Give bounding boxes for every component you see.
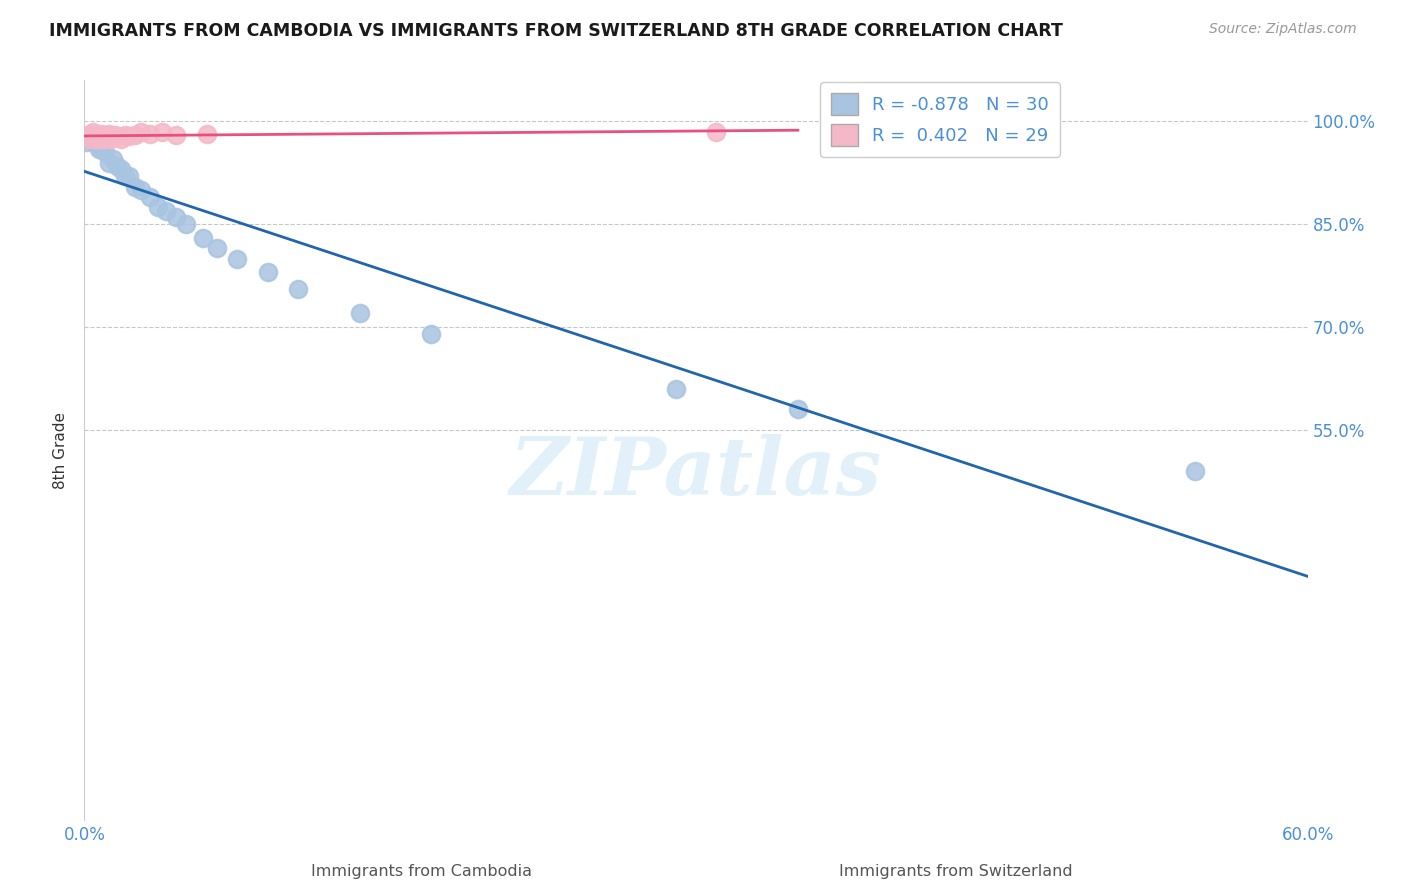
Point bbox=[75, 129, 97, 144]
Point bbox=[118, 169, 141, 184]
Point bbox=[138, 190, 160, 204]
Point bbox=[97, 127, 120, 141]
Point bbox=[191, 231, 214, 245]
Point bbox=[110, 162, 132, 177]
Point bbox=[86, 129, 108, 144]
Y-axis label: 8th Grade: 8th Grade bbox=[53, 412, 69, 489]
Point bbox=[101, 152, 124, 166]
Point bbox=[79, 131, 101, 145]
Text: ZIPatlas: ZIPatlas bbox=[510, 434, 882, 511]
Point bbox=[82, 131, 104, 145]
Point bbox=[90, 127, 112, 141]
Point bbox=[90, 142, 112, 156]
Point bbox=[105, 159, 128, 173]
Point bbox=[79, 127, 101, 141]
Point bbox=[110, 131, 132, 145]
Point bbox=[87, 131, 110, 145]
Text: IMMIGRANTS FROM CAMBODIA VS IMMIGRANTS FROM SWITZERLAND 8TH GRADE CORRELATION CH: IMMIGRANTS FROM CAMBODIA VS IMMIGRANTS F… bbox=[49, 22, 1063, 40]
Text: Immigrants from Switzerland: Immigrants from Switzerland bbox=[839, 863, 1073, 879]
Point bbox=[174, 217, 197, 231]
Point bbox=[82, 125, 104, 139]
Point bbox=[104, 128, 127, 142]
Point bbox=[665, 382, 688, 396]
Point bbox=[287, 282, 309, 296]
Point bbox=[96, 129, 118, 144]
Point bbox=[97, 155, 120, 169]
Point bbox=[77, 131, 100, 145]
Point bbox=[90, 129, 112, 144]
Point bbox=[105, 129, 128, 144]
Point bbox=[146, 200, 169, 214]
Point bbox=[205, 241, 228, 255]
Point bbox=[165, 128, 187, 142]
Point bbox=[124, 128, 146, 142]
Point bbox=[124, 179, 146, 194]
Point bbox=[706, 125, 728, 139]
Text: Source: ZipAtlas.com: Source: ZipAtlas.com bbox=[1209, 22, 1357, 37]
Point bbox=[787, 402, 810, 417]
Point bbox=[226, 252, 249, 266]
Point bbox=[195, 127, 218, 141]
Point bbox=[165, 211, 187, 225]
Point bbox=[1184, 464, 1206, 478]
Point bbox=[131, 125, 153, 139]
Point bbox=[75, 135, 97, 149]
Point bbox=[83, 136, 105, 151]
Point bbox=[150, 125, 173, 139]
Point bbox=[93, 131, 115, 145]
Point bbox=[155, 203, 177, 218]
Point bbox=[87, 142, 110, 156]
Legend: R = -0.878   N = 30, R =  0.402   N = 29: R = -0.878 N = 30, R = 0.402 N = 29 bbox=[820, 82, 1060, 157]
Point bbox=[79, 131, 101, 145]
Point bbox=[138, 127, 160, 141]
Point bbox=[257, 265, 280, 279]
Point bbox=[83, 131, 105, 145]
Point bbox=[420, 326, 443, 341]
Point bbox=[114, 128, 136, 142]
Point bbox=[91, 128, 114, 142]
Point bbox=[77, 128, 100, 142]
Point bbox=[131, 183, 153, 197]
Point bbox=[100, 131, 122, 145]
Text: Immigrants from Cambodia: Immigrants from Cambodia bbox=[311, 863, 533, 879]
Point bbox=[349, 306, 371, 320]
Point bbox=[114, 169, 136, 184]
Point bbox=[118, 129, 141, 144]
Point bbox=[83, 128, 105, 142]
Point bbox=[93, 145, 115, 160]
